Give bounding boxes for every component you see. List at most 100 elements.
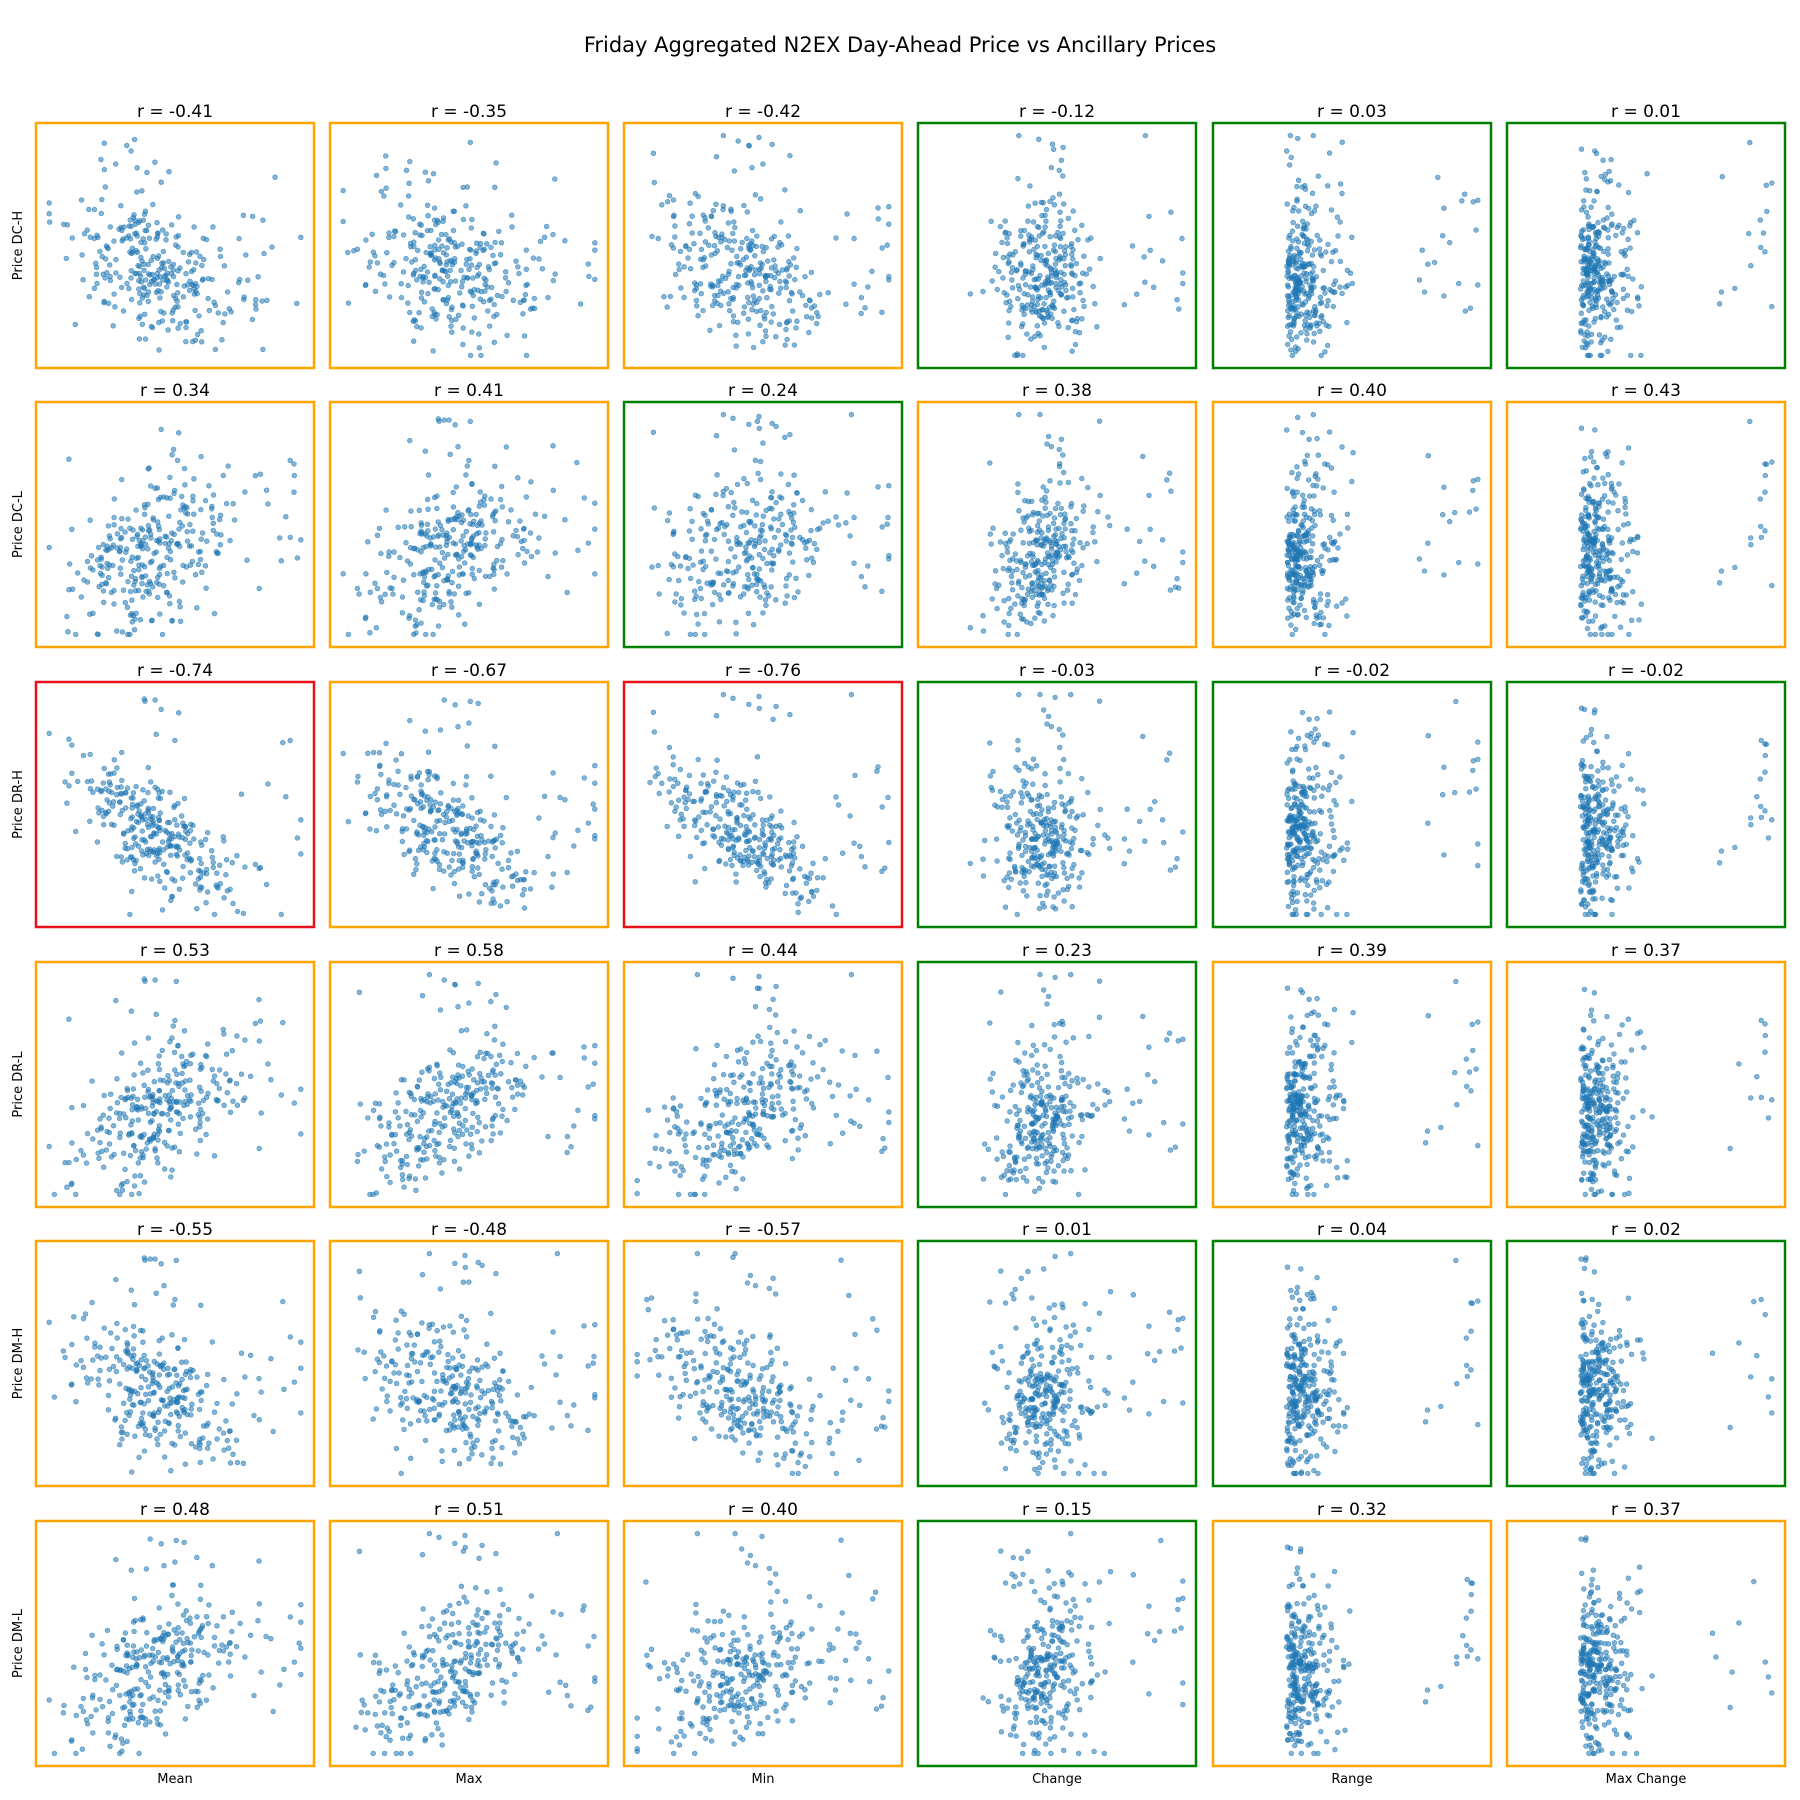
scatter-point [523,352,530,359]
scatter-point [549,884,555,890]
scatter-point [374,585,381,592]
scatter-point [407,158,413,165]
scatter-point [466,589,472,596]
scatter-point [783,284,789,291]
scatter-point [1068,262,1074,268]
scatter-point [1298,595,1305,601]
scatter-point [118,571,124,577]
scatter-point [988,541,994,547]
scatter-point [751,297,758,304]
scatter-point [1063,295,1070,301]
scatter-point [1747,535,1754,541]
scatter-point [463,773,470,780]
scatter-point [1337,181,1344,187]
scatter-point [1595,288,1601,295]
scatter-point [1020,515,1026,521]
scatter-point [411,817,417,824]
scatter-point [193,249,200,255]
scatter-point [132,231,138,237]
scatter-point [1303,514,1310,520]
scatter-point [1033,251,1039,258]
scatter-point [249,316,256,323]
scatter-point [191,836,197,842]
scatter-point [1038,820,1044,826]
scatter-point [715,234,722,241]
scatter-point [1094,324,1100,330]
scatter-point [810,559,817,565]
scatter-points [967,691,1186,918]
scatter-point [473,511,479,518]
scatter-point [1042,224,1048,230]
scatter-point [242,864,248,870]
scatter-point [686,528,693,534]
scatter-point [1051,305,1058,312]
scatter-point [1066,852,1072,858]
scatter-point [196,549,202,555]
scatter-point [84,778,91,785]
scatter-point [500,884,506,890]
scatter-point [481,818,487,824]
scatter-point [1303,278,1309,285]
scatter-point [436,604,443,610]
scatter-point [1062,263,1068,269]
scatter-point [100,271,106,277]
scatter-point [992,568,999,574]
scatter-point [1312,604,1318,611]
scatter-point [1007,850,1013,856]
scatter-point [209,847,215,854]
scatter-point [1312,473,1318,479]
scatter-point [196,855,203,862]
scatter-point [725,808,731,815]
scatter-point [113,853,120,860]
scatter-point [814,874,821,881]
scatter-point [1470,758,1477,764]
scatter-point [426,279,432,285]
scatter-point [490,511,496,518]
scatter-point [1314,435,1320,442]
scatter-point [456,556,462,562]
scatter-point [769,489,775,495]
scatter-point [139,188,145,194]
scatter-point [143,588,149,595]
scatter-point [666,576,672,583]
scatter-point [106,262,113,268]
scatter-point [655,562,661,569]
scatter-point [670,761,676,768]
scatter-point [1748,541,1754,548]
scatter-point [1580,469,1587,475]
scatter-point [471,873,477,880]
scatter-point [183,338,189,345]
scatter-point [118,284,125,291]
panel-r-value: r = -0.12 [1019,102,1095,122]
scatter-point [432,242,438,249]
scatter-point [1600,157,1606,164]
scatter-point [223,871,229,878]
scatter-point [685,255,691,261]
scatter-point [585,261,591,267]
scatter-point [530,255,537,261]
scatter-point [967,624,973,631]
scatter-point [1330,517,1336,523]
scatter-point [1055,890,1062,896]
scatter-point [176,598,183,605]
scatter-point [1045,524,1052,530]
scatter-point [1142,279,1148,285]
scatter-point [1013,558,1020,564]
scatter-point [483,530,489,536]
scatter-point [450,227,457,234]
scatter-point [64,222,71,228]
scatter-point [552,550,558,556]
scatter-point [1594,256,1601,262]
scatter-point [145,807,151,813]
scatter-point [1043,488,1050,494]
scatter-point [1057,281,1064,287]
scatter-point [170,446,177,453]
scatter-point [291,489,297,495]
scatter-point [760,555,766,562]
scatter-point [786,508,792,515]
scatter-point [150,814,156,820]
scatter-point [398,294,405,301]
scatter-point [374,796,381,803]
scatter-point [713,791,720,798]
scatter-point [1292,545,1298,552]
